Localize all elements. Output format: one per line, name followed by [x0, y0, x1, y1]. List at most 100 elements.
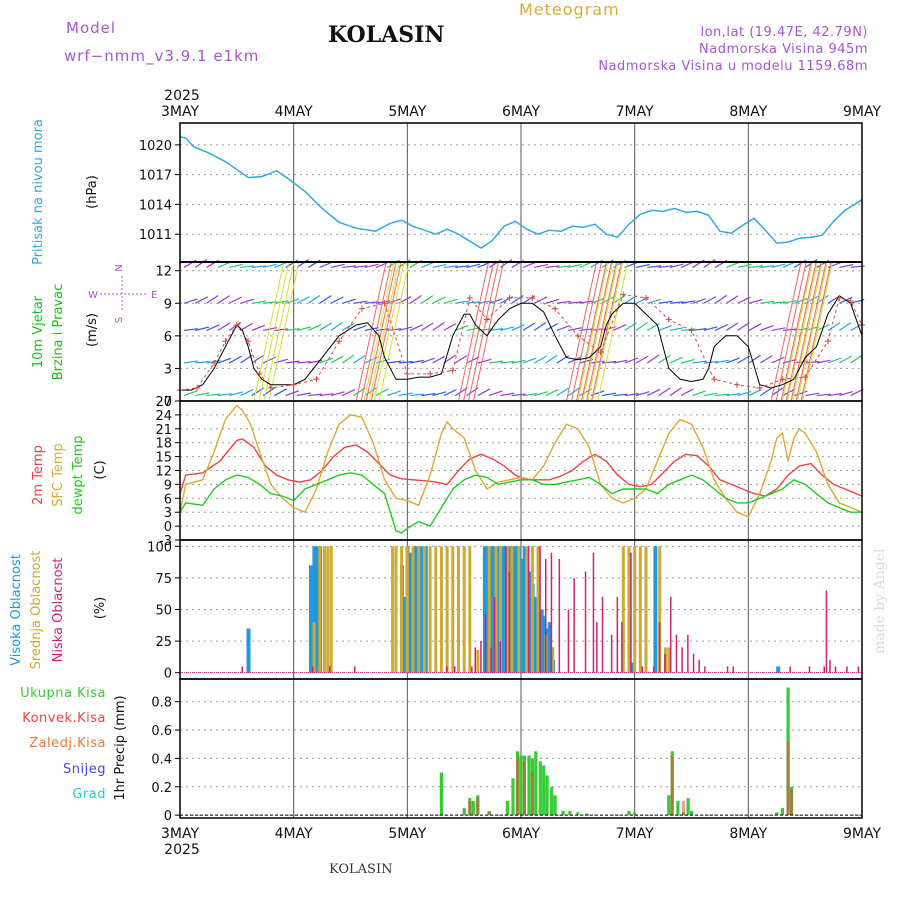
wind-arrow [217, 295, 230, 304]
temp-ylabel: 2m Temp [31, 445, 46, 505]
wind-arrow [466, 263, 481, 269]
wind-arrow [624, 357, 639, 364]
wind-arrow [624, 295, 637, 304]
bottom-date-label: 9MAY [843, 826, 881, 842]
wind-arrow [681, 328, 696, 332]
sfc-temp-ylabel: SFC Temp [51, 443, 66, 507]
cloud-bar [550, 552, 553, 673]
wind-barbs [183, 259, 865, 397]
top-date-label: 9MAY [843, 104, 881, 120]
wind-arrow [624, 322, 637, 331]
cloud-bar [732, 666, 734, 673]
wind-arrow [534, 391, 548, 397]
cloud-bar [499, 641, 501, 673]
precip-bar [789, 789, 794, 816]
hatch-line [597, 261, 629, 402]
wind-arrow [228, 355, 242, 364]
wind-arrow [658, 265, 673, 269]
hatch-line [587, 261, 619, 402]
wind-arrow [635, 322, 648, 331]
cloud-bar [667, 647, 671, 673]
temp-dewpt-line [179, 472, 862, 534]
cloud-bar [596, 622, 598, 673]
y-tick-label: 6 [164, 492, 172, 507]
gust-marker [824, 338, 831, 345]
wind-arrow [477, 358, 492, 364]
wind-arrow [500, 326, 515, 331]
precip-bar [530, 772, 534, 816]
wind-arrow [703, 392, 718, 397]
wind-arrow [613, 359, 628, 364]
precip-bar [522, 761, 526, 816]
model-label: Model [66, 19, 117, 37]
y-tick-label: 3 [164, 506, 172, 521]
precip-bar [534, 751, 538, 816]
wind-arrow [330, 263, 345, 269]
hatch-line [586, 261, 617, 402]
wind-arrow [432, 391, 447, 397]
wind-arrow [839, 355, 852, 364]
wind-arrow [443, 322, 457, 331]
wind-arrow [443, 298, 458, 304]
hatch-line [790, 261, 822, 402]
cloud-bar [829, 660, 831, 673]
wind-arrow [455, 300, 470, 304]
wind-arrow [432, 263, 447, 269]
cloud-bar [508, 571, 511, 673]
cloud-bar [312, 622, 316, 673]
y-tick-label: 1017 [139, 169, 172, 184]
cloud-bar [476, 649, 480, 673]
cloud-bar [400, 546, 404, 673]
wind-arrow [748, 323, 762, 331]
gust-marker [688, 327, 695, 334]
cloud-bar [403, 596, 408, 673]
wind-arrow [342, 265, 357, 269]
y-tick-label: 15 [155, 451, 172, 466]
wind-arrow [715, 393, 730, 397]
precip-bar [516, 758, 520, 816]
wind-arrow [533, 322, 547, 331]
pressure-panel: 1011 1014 1017 1020 [139, 123, 862, 262]
gust-marker [529, 294, 536, 301]
precip-bar [527, 755, 531, 816]
wind-arrow [839, 264, 854, 269]
wind-arrow [330, 355, 344, 364]
wind-arrow [420, 322, 434, 331]
footer-station: KOLASIN [329, 862, 393, 877]
wind-arrow [217, 357, 232, 364]
precip-bar [676, 801, 680, 816]
cloud-bar [482, 546, 487, 673]
wind-arrow [195, 361, 210, 364]
cloud-bar [530, 546, 534, 673]
wind-arrow [454, 324, 469, 331]
hatch-line [263, 261, 295, 402]
cloud-bar [480, 641, 482, 673]
wind-arrow [579, 300, 594, 304]
wind-arrow [522, 295, 536, 304]
wind-arrow [737, 322, 750, 331]
gust-marker [336, 338, 343, 345]
wind-arrow [692, 328, 707, 332]
precip-bar [476, 798, 480, 816]
precip-bar [561, 810, 565, 816]
wind-arrow [195, 326, 210, 331]
cloud-bar [322, 546, 326, 673]
hatch-line [468, 261, 499, 402]
hatch-line [370, 261, 402, 402]
wind-arrow [251, 300, 266, 304]
wind-arrow [364, 263, 379, 269]
wind-arrow [748, 265, 763, 269]
cloud-bar [638, 546, 642, 673]
wind-arrow [308, 324, 322, 331]
wind-hatch [253, 261, 833, 402]
compass-w: W [88, 290, 98, 301]
precip-bar [568, 810, 572, 816]
cloud-bar [312, 666, 314, 673]
gust-marker [836, 294, 843, 301]
wind-arrow [319, 295, 332, 304]
wind-arrow [545, 298, 560, 304]
cloud-bar [525, 546, 529, 673]
gust-marker [711, 376, 718, 383]
wind-arrow [556, 324, 571, 331]
cloud-bar [539, 609, 544, 673]
